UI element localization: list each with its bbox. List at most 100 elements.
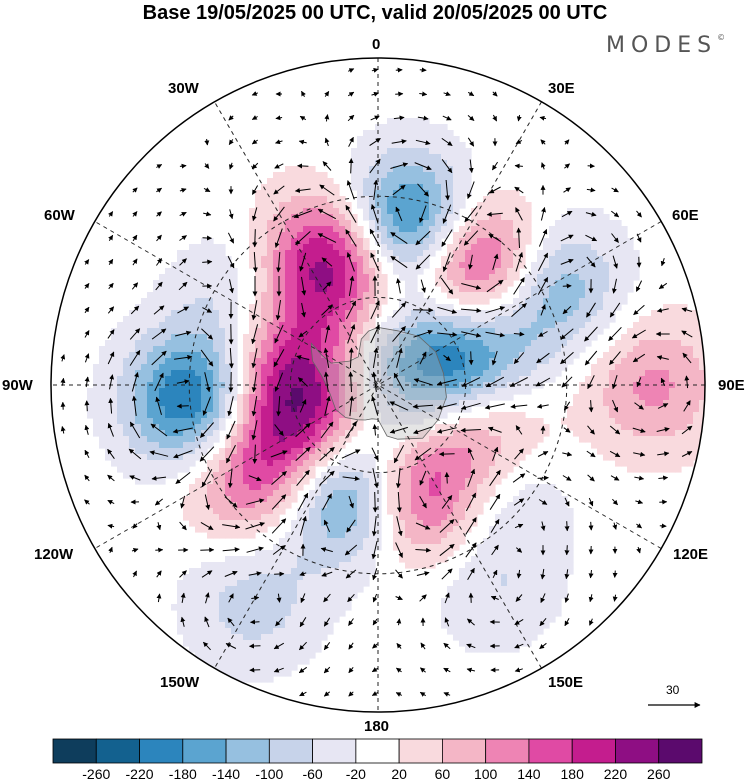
field-cell: [225, 286, 232, 293]
field-cell: [561, 586, 568, 593]
field-cell: [675, 316, 682, 323]
field-cell: [531, 430, 538, 437]
field-cell: [309, 286, 316, 293]
field-cell: [453, 370, 460, 377]
field-cell: [447, 442, 454, 449]
field-cell: [195, 256, 202, 263]
field-cell: [669, 454, 676, 461]
field-cell: [423, 160, 430, 167]
field-cell: [327, 376, 334, 383]
field-cell: [579, 214, 586, 221]
field-cell: [279, 244, 286, 251]
field-cell: [171, 424, 178, 431]
field-cell: [651, 352, 658, 359]
field-cell: [537, 550, 544, 557]
field-cell: [279, 376, 286, 383]
field-cell: [405, 406, 412, 413]
field-cell: [585, 280, 592, 287]
field-cell: [615, 382, 622, 389]
field-cell: [585, 262, 592, 269]
field-cell: [399, 526, 406, 533]
field-cell: [363, 520, 370, 527]
field-cell: [381, 154, 388, 161]
field-cell: [513, 448, 520, 455]
field-cell: [525, 532, 532, 539]
field-cell: [279, 454, 286, 461]
field-cell: [243, 346, 250, 353]
field-cell: [663, 340, 670, 347]
field-cell: [471, 586, 478, 593]
field-cell: [453, 472, 460, 479]
field-cell: [579, 220, 586, 227]
field-cell: [321, 250, 328, 257]
field-cell: [609, 400, 616, 407]
field-cell: [249, 238, 256, 245]
field-cell: [315, 262, 322, 269]
field-cell: [447, 526, 454, 533]
field-cell: [441, 442, 448, 449]
field-cell: [369, 190, 376, 197]
field-cell: [417, 160, 424, 167]
field-cell: [243, 334, 250, 341]
field-cell: [147, 304, 154, 311]
field-cell: [657, 316, 664, 323]
field-cell: [519, 226, 526, 233]
field-cell: [465, 232, 472, 239]
field-cell: [231, 460, 238, 467]
field-cell: [651, 394, 658, 401]
field-cell: [303, 478, 310, 485]
field-cell: [627, 256, 634, 263]
field-cell: [213, 352, 220, 359]
field-cell: [513, 190, 520, 197]
field-cell: [195, 592, 202, 599]
field-cell: [519, 208, 526, 215]
field-cell: [123, 316, 130, 323]
field-cell: [261, 460, 268, 467]
field-cell: [345, 328, 352, 335]
field-cell: [615, 340, 622, 347]
field-cell: [255, 484, 262, 491]
field-cell: [213, 520, 220, 527]
field-cell: [249, 262, 256, 269]
field-cell: [543, 514, 550, 521]
field-cell: [501, 274, 508, 281]
field-cell: [351, 382, 358, 389]
field-cell: [351, 406, 358, 413]
field-cell: [117, 364, 124, 371]
field-cell: [411, 166, 418, 173]
field-cell: [327, 424, 334, 431]
field-cell: [219, 352, 226, 359]
field-cell: [213, 274, 220, 281]
field-cell: [267, 454, 274, 461]
field-cell: [411, 454, 418, 461]
field-cell: [561, 286, 568, 293]
field-cell: [633, 364, 640, 371]
field-cell: [165, 406, 172, 413]
field-cell: [291, 340, 298, 347]
field-cell: [279, 460, 286, 467]
field-cell: [123, 436, 130, 443]
field-cell: [411, 172, 418, 179]
field-cell: [483, 490, 490, 497]
field-cell: [303, 178, 310, 185]
field-cell: [171, 292, 178, 299]
field-cell: [639, 454, 646, 461]
field-cell: [195, 514, 202, 521]
field-cell: [393, 508, 400, 515]
field-cell: [465, 274, 472, 281]
field-cell: [351, 574, 358, 581]
field-cell: [537, 484, 544, 491]
field-cell: [291, 190, 298, 197]
field-cell: [237, 448, 244, 455]
field-cell: [213, 298, 220, 305]
field-cell: [531, 544, 538, 551]
field-cell: [609, 268, 616, 275]
field-cell: [615, 232, 622, 239]
field-cell: [261, 586, 268, 593]
field-cell: [381, 148, 388, 155]
field-cell: [153, 466, 160, 473]
field-cell: [321, 304, 328, 311]
field-cell: [423, 364, 430, 371]
field-cell: [537, 364, 544, 371]
field-cell: [429, 508, 436, 515]
